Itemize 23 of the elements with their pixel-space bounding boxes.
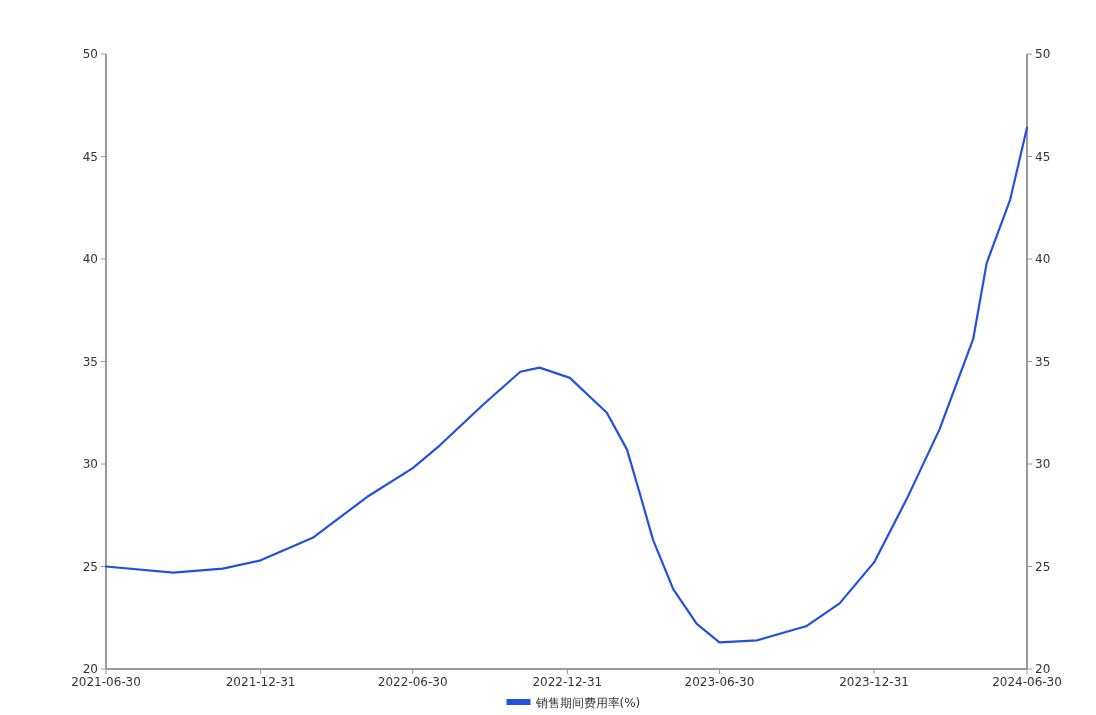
y-tick-label: 35: [82, 354, 98, 369]
y2-tick-label: 20: [1035, 662, 1051, 676]
y-tick-label: 45: [82, 149, 98, 164]
y-tick-label: 50: [82, 47, 98, 61]
y2-tick-label: 40: [1035, 252, 1051, 266]
y2-tick-label: 50: [1035, 47, 1051, 61]
x-tick-label: 2021-12-31: [225, 675, 296, 689]
y-tick-label: 20: [82, 662, 98, 676]
x-tick-label: 2023-12-31: [839, 675, 909, 689]
x-tick-label: 2022-12-31: [532, 675, 603, 689]
y-tick-label: 25: [82, 559, 98, 574]
y2-tick-label: 45: [1035, 149, 1051, 164]
y-tick-label: 40: [82, 252, 98, 266]
x-tick-label: 2023-06-30: [684, 675, 755, 689]
legend-label: 销售期间费用率(%): [534, 696, 641, 710]
y2-tick-label: 25: [1035, 559, 1051, 574]
x-tick-label: 2021-06-30: [71, 675, 141, 689]
y2-tick-label: 30: [1035, 457, 1051, 471]
y2-tick-label: 35: [1035, 354, 1051, 369]
x-tick-label: 2022-06-30: [377, 675, 448, 689]
y-tick-label: 30: [82, 457, 98, 471]
x-tick-label: 2024-06-30: [992, 675, 1062, 689]
line-series: [104, 126, 1029, 644]
